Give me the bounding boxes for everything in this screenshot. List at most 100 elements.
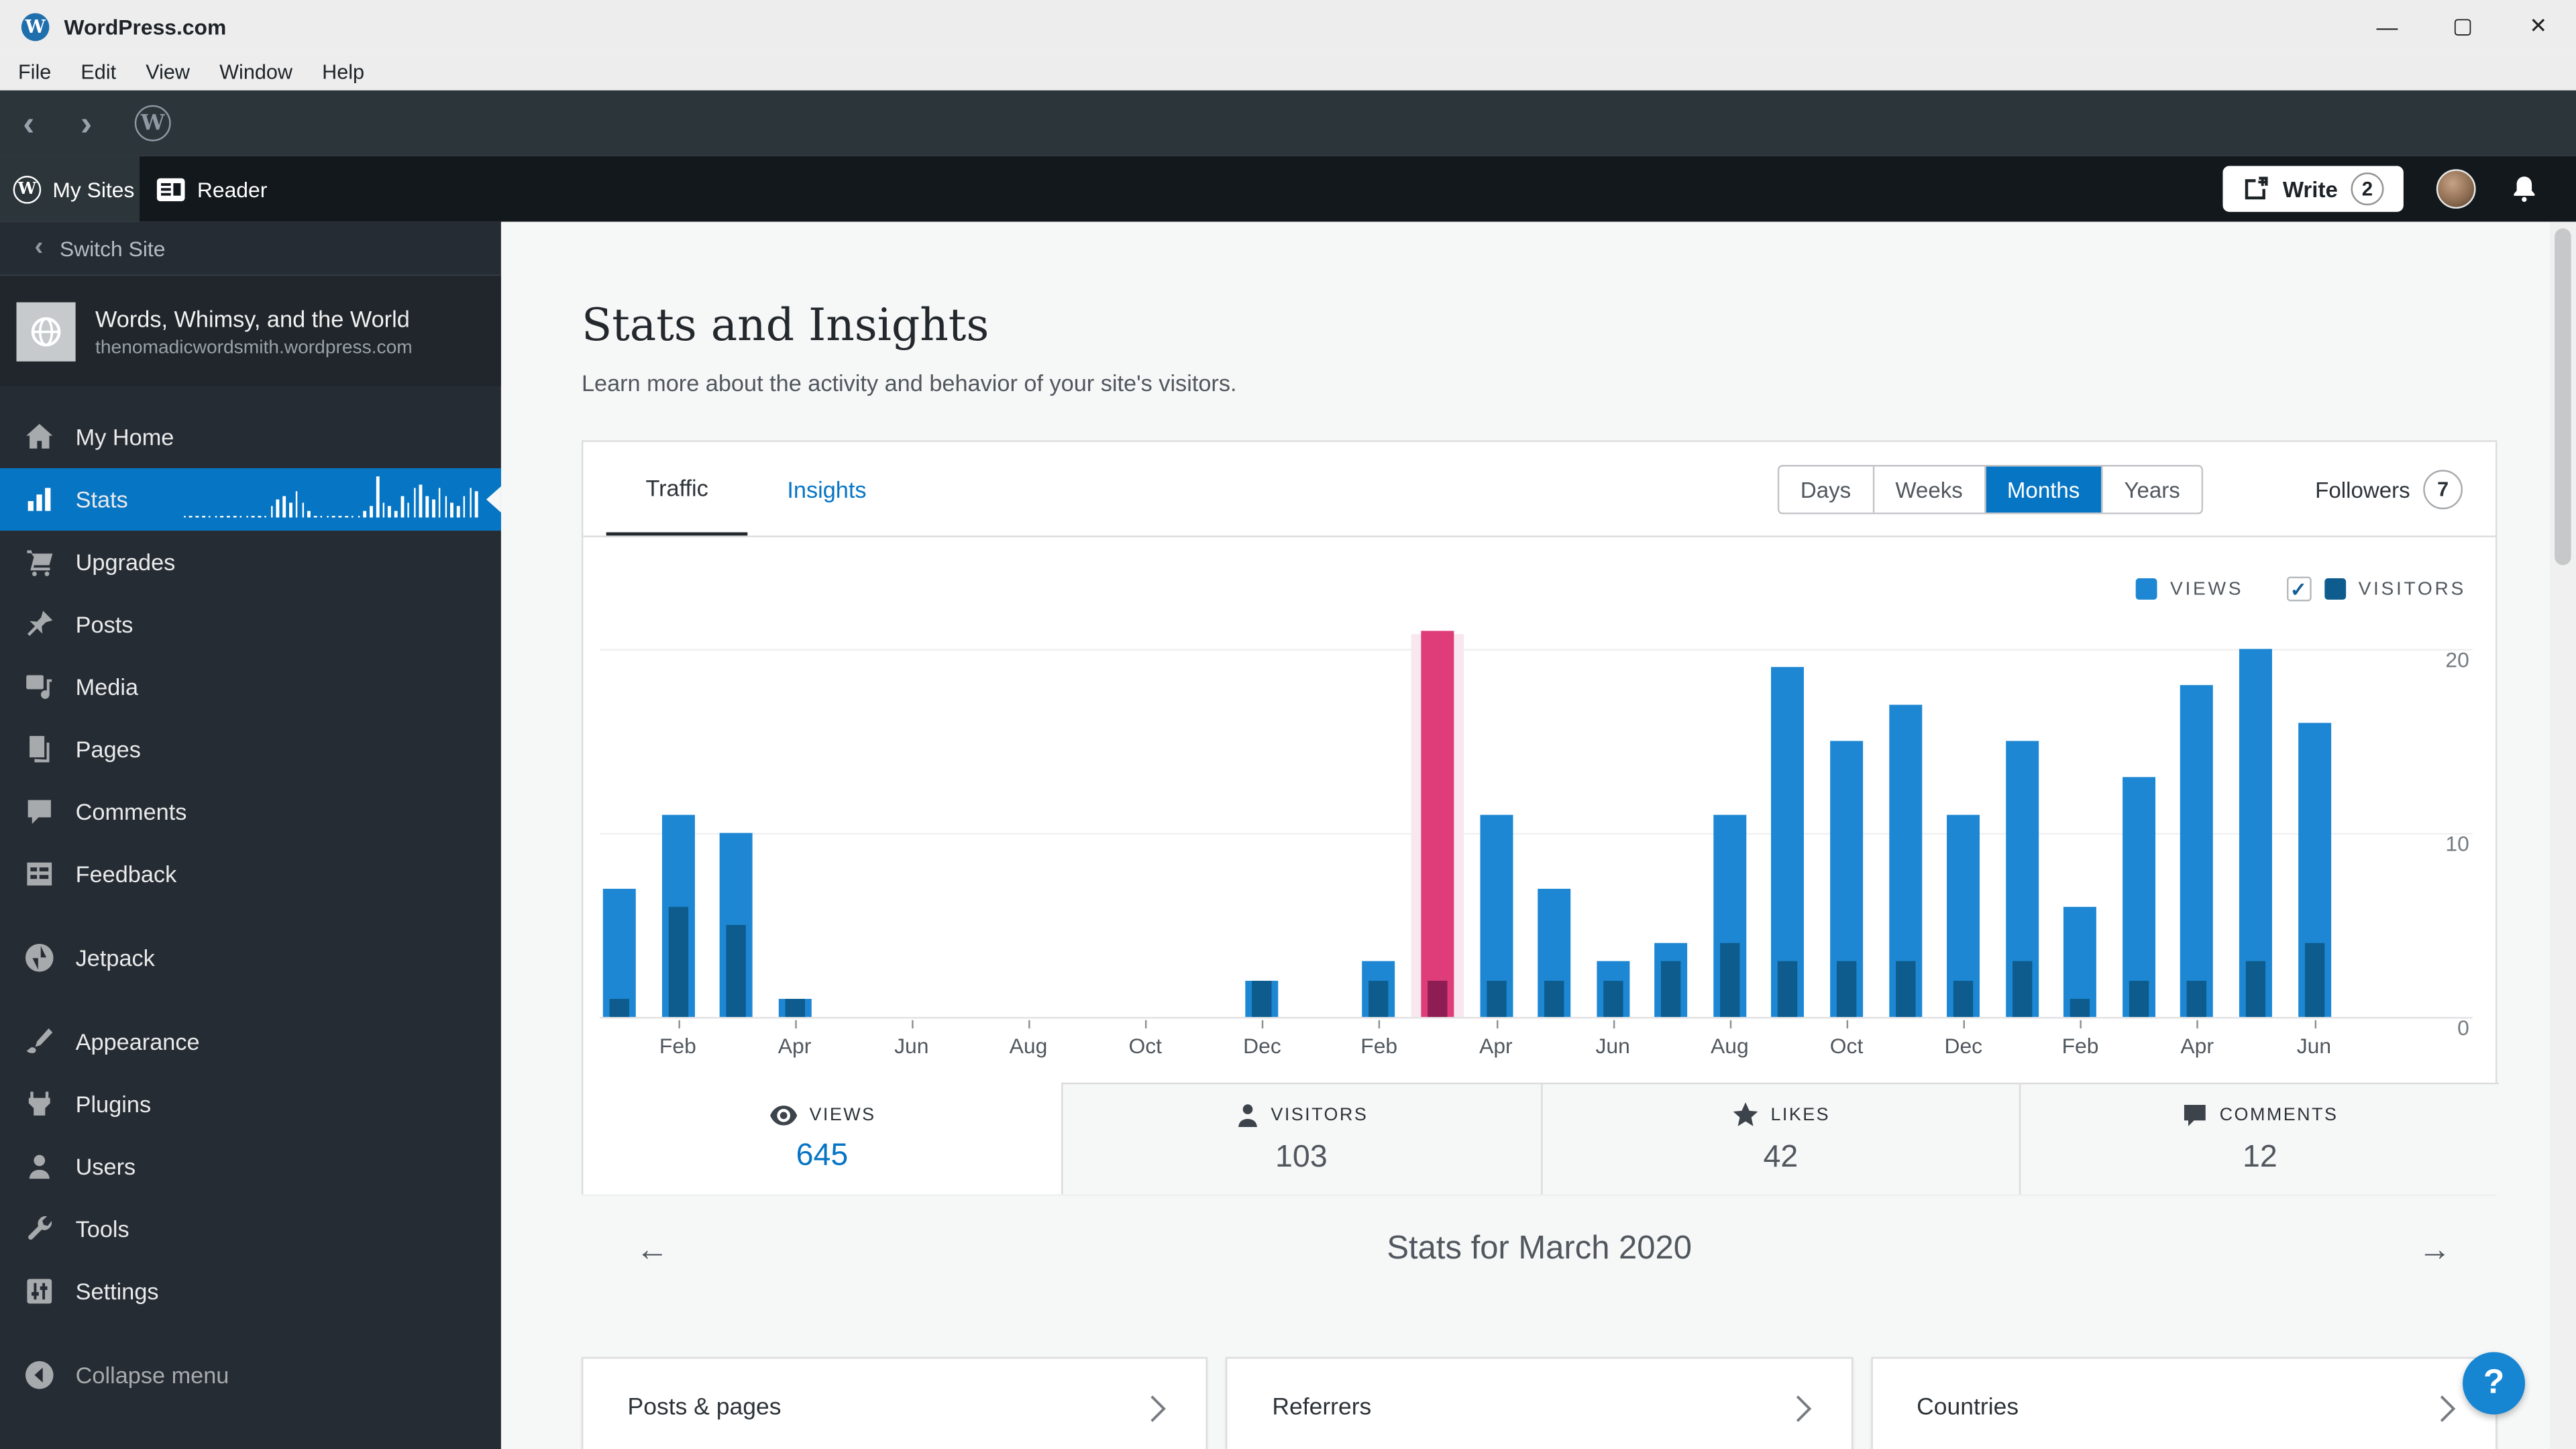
sidebar-item-feedback[interactable]: Feedback — [0, 843, 501, 905]
summary-value: 12 — [2242, 1140, 2277, 1175]
scrollbar-thumb[interactable] — [2555, 228, 2571, 566]
module-card-countries[interactable]: Countries — [1870, 1356, 2498, 1449]
visitors-bar-may-2020[interactable] — [1544, 981, 1564, 1017]
previous-period-arrow-icon[interactable]: ← — [635, 1232, 669, 1269]
comment-icon — [23, 795, 56, 828]
summary-tab-visitors[interactable]: VISITORS 103 — [1061, 1082, 1540, 1195]
menu-bar: File Edit View Window Help — [0, 52, 2576, 91]
sidebar-menu: My Home Stats Upgrades Posts Media Pages Comme… — [0, 406, 501, 1406]
x-axis-label: Jun — [1595, 1033, 1630, 1059]
views-bar-feb-2021[interactable] — [2063, 906, 2097, 1017]
visitors-bar-jul-2020[interactable] — [1661, 961, 1681, 1017]
module-label: Referrers — [1272, 1395, 1372, 1421]
tab-traffic[interactable]: Traffic — [606, 442, 748, 536]
visitors-bar-feb-2019[interactable] — [667, 906, 688, 1017]
period-years[interactable]: Years — [2101, 466, 2201, 513]
switch-site-button[interactable]: ‹ Switch Site — [0, 222, 501, 276]
maximize-button[interactable]: ▢ — [2452, 13, 2473, 38]
period-days[interactable]: Days — [1800, 477, 1851, 502]
summary-value: 103 — [1275, 1140, 1328, 1175]
sidebar-item-tools[interactable]: Tools — [0, 1197, 501, 1260]
visitors-bar-mar-2020[interactable] — [1428, 981, 1448, 1017]
views-swatch-icon — [2135, 578, 2157, 600]
visitors-bar-aug-2020[interactable] — [1719, 943, 1740, 1017]
sidebar-item-comments[interactable]: Comments — [0, 780, 501, 843]
visitors-bar-jun-2020[interactable] — [1603, 981, 1623, 1017]
back-arrow-icon[interactable]: ‹ — [23, 104, 35, 142]
menu-view[interactable]: View — [146, 60, 191, 83]
help-button[interactable]: ? — [2463, 1352, 2526, 1415]
menu-edit[interactable]: Edit — [80, 60, 117, 83]
close-button[interactable]: ✕ — [2529, 13, 2548, 38]
x-axis-label: Jun — [2296, 1033, 2332, 1059]
menu-help[interactable]: Help — [322, 60, 365, 83]
visitors-bar-apr-2020[interactable] — [1486, 981, 1506, 1017]
sidebar-item-appearance[interactable]: Appearance — [0, 1010, 501, 1073]
visitors-bar-dec-2020[interactable] — [1953, 981, 1974, 1017]
tab-insights[interactable]: Insights — [787, 475, 867, 502]
visitors-bar-mar-2019[interactable] — [726, 924, 747, 1017]
menu-file[interactable]: File — [17, 60, 52, 83]
period-months[interactable]: Months — [1984, 466, 2102, 513]
sliders-icon — [23, 1275, 56, 1307]
sidebar-item-upgrades[interactable]: Upgrades — [0, 531, 501, 593]
legend-views-label: VIEWS — [2170, 579, 2244, 599]
visitors-bar-jun-2021[interactable] — [2304, 943, 2324, 1017]
forward-arrow-icon[interactable]: › — [80, 104, 93, 142]
visitors-bar-feb-2021[interactable] — [2070, 998, 2090, 1017]
views-bar-mar-2020[interactable] — [1421, 631, 1454, 1017]
visitors-bar-jan-2021[interactable] — [2012, 961, 2032, 1017]
sidebar-item-posts[interactable]: Posts — [0, 593, 501, 655]
summary-row: VIEWS 645 VISITORS 103 LIKES 42 COMMENTS 12 — [583, 1082, 2499, 1195]
site-text: Words, Whimsy, and the World thenomadicw… — [95, 305, 413, 357]
period-weeks[interactable]: Weeks — [1872, 466, 1984, 513]
visitors-bar-jan-2019[interactable] — [609, 998, 629, 1017]
summary-tab-comments[interactable]: COMMENTS 12 — [2019, 1082, 2499, 1195]
views-bar-apr-2021[interactable] — [2180, 685, 2214, 1017]
summary-tab-likes[interactable]: LIKES 42 — [1540, 1082, 2020, 1195]
sidebar-item-plugins[interactable]: Plugins — [0, 1073, 501, 1135]
star-icon — [1731, 1102, 1760, 1128]
sidebar-item-media[interactable]: Media — [0, 655, 501, 718]
x-axis-label: Dec — [1944, 1033, 1983, 1059]
write-button[interactable]: Write 2 — [2223, 166, 2404, 212]
sidebar-item-label: Media — [75, 674, 139, 700]
site-card[interactable]: Words, Whimsy, and the World thenomadicw… — [0, 276, 501, 386]
visitors-bar-may-2021[interactable] — [2245, 961, 2266, 1017]
module-card-referrers[interactable]: Referrers — [1226, 1356, 1853, 1449]
wordpress-mark-icon[interactable]: W — [134, 105, 171, 142]
followers-button[interactable]: Followers 7 — [2315, 465, 2463, 514]
reader-tab[interactable]: Reader — [140, 156, 284, 222]
sidebar-item-stats[interactable]: Stats — [0, 468, 501, 531]
next-period-arrow-icon[interactable]: → — [2418, 1232, 2451, 1269]
visitors-bar-sep-2020[interactable] — [1778, 961, 1799, 1017]
views-bar-jan-2019[interactable] — [602, 888, 636, 1017]
summary-tab-views[interactable]: VIEWS 645 — [583, 1082, 1061, 1195]
views-bar-sep-2020[interactable] — [1771, 667, 1805, 1017]
menu-window[interactable]: Window — [219, 60, 293, 83]
visitors-checkbox[interactable]: ✓ — [2286, 576, 2311, 602]
visitors-bar-apr-2021[interactable] — [2187, 981, 2207, 1017]
my-sites-tab[interactable]: W My Sites — [0, 156, 140, 222]
visitors-bar-mar-2021[interactable] — [2129, 981, 2149, 1017]
notifications-bell-icon[interactable] — [2509, 173, 2540, 205]
visitors-bar-oct-2020[interactable] — [1836, 961, 1857, 1017]
sidebar-item-settings[interactable]: Settings — [0, 1260, 501, 1322]
sidebar-item-my-home[interactable]: My Home — [0, 406, 501, 468]
visitors-bar-dec-2019[interactable] — [1252, 981, 1273, 1017]
visitors-bar-feb-2020[interactable] — [1368, 981, 1389, 1017]
sidebar-item-users[interactable]: Users — [0, 1135, 501, 1197]
views-bar-may-2021[interactable] — [2239, 649, 2272, 1017]
collapse-menu-button[interactable]: Collapse menu — [0, 1344, 501, 1406]
views-visitors-chart: VIEWS ✓ VISITORS 0 10 20 Feb Apr Jun Aug Oct Dec… — [583, 537, 2499, 1083]
visitors-bar-apr-2019[interactable] — [784, 998, 805, 1017]
avatar[interactable] — [2436, 169, 2476, 209]
x-axis-label: Aug — [1711, 1033, 1749, 1059]
minimize-button[interactable]: — — [2376, 13, 2398, 39]
bubble-icon — [2182, 1102, 2208, 1128]
views-bar-mar-2021[interactable] — [2122, 777, 2155, 1017]
sidebar-item-jetpack[interactable]: Jetpack — [0, 926, 501, 989]
module-card-posts-pages[interactable]: Posts & pages — [581, 1356, 1208, 1449]
sidebar-item-pages[interactable]: Pages — [0, 718, 501, 780]
visitors-bar-nov-2020[interactable] — [1894, 961, 1915, 1017]
